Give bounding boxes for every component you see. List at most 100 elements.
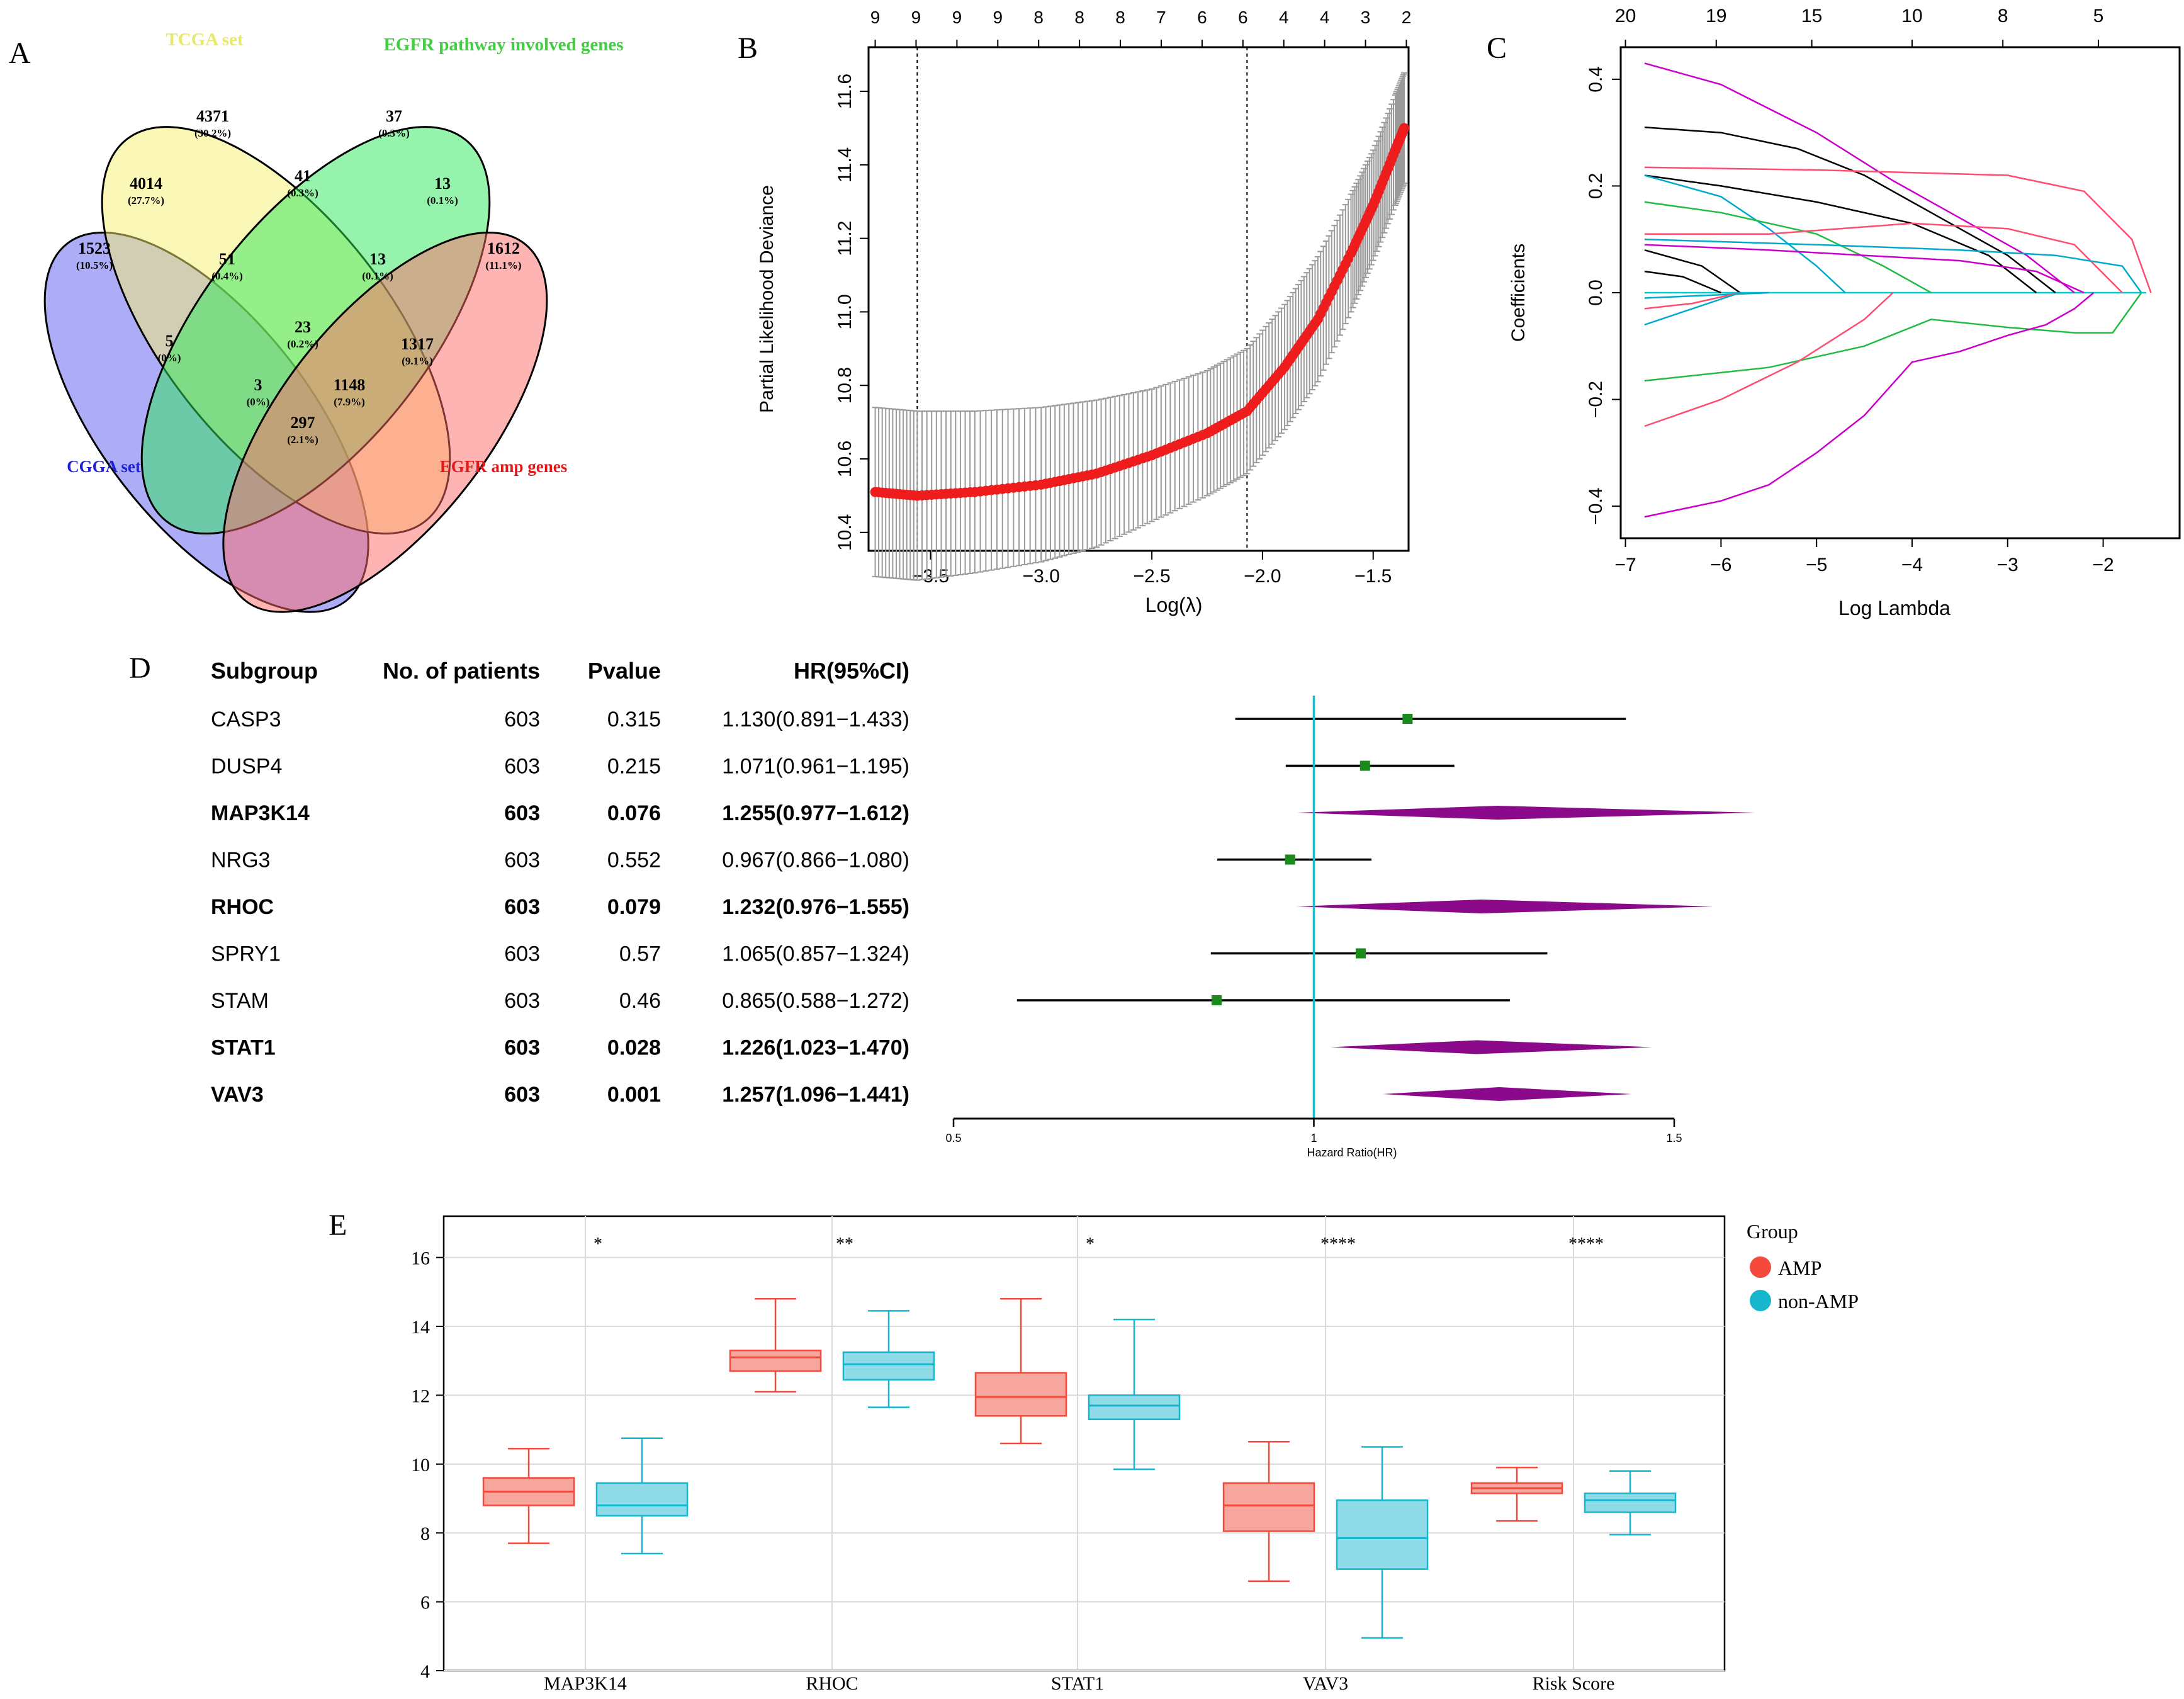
significance-mark: **** (1320, 1234, 1356, 1254)
venn-region: 4371 (30.2%) (194, 107, 231, 139)
forest-row: STAT1 603 0.028 1.226(1.023−1.470) (211, 1036, 909, 1060)
top-count-label: 9 (870, 8, 881, 27)
venn-region: 23 (0.2%) (287, 318, 318, 350)
coefficient-path (1644, 270, 1721, 294)
panel-label-a: A (9, 37, 31, 70)
venn-region-pct: (0.3%) (378, 127, 410, 139)
forest-row: DUSP4 603 0.215 1.071(0.961−1.195) (211, 755, 909, 779)
row-hr: 1.071(0.961−1.195) (722, 755, 909, 779)
venn-region: 13 (0.1%) (427, 174, 458, 206)
box (842, 1351, 935, 1381)
venn-region: 1148 (7.9%) (334, 376, 366, 408)
top-count-label: 9 (952, 8, 962, 27)
coefficient-path (1644, 291, 1769, 299)
legend-title: Group (1747, 1220, 1798, 1243)
venn-label-egfr-amp: EGFR amp genes (440, 457, 568, 476)
significance-mark: **** (1568, 1234, 1604, 1254)
coefficient-path (1644, 291, 1740, 310)
row-hr: 1.232(0.976−1.555) (722, 895, 909, 919)
row-subgroup: SPRY1 (211, 942, 281, 966)
forest-x-tick-label: 0.5 (945, 1132, 961, 1144)
row-patients: 603 (504, 1036, 540, 1060)
col-header-pvalue: Pvalue (588, 658, 661, 684)
venn-label-cgga: CGGA set (67, 457, 141, 476)
row-patients: 603 (504, 755, 540, 779)
box (1336, 1499, 1429, 1570)
forest-row: SPRY1 603 0.57 1.065(0.857−1.324) (211, 942, 909, 966)
x-tick-label: MAP3K14 (544, 1673, 627, 1694)
hr-diamond (1383, 1087, 1632, 1101)
top-count-label: 6 (1197, 8, 1207, 27)
x-tick-label: −2.0 (1244, 566, 1281, 587)
x-tick-label: −1.5 (1354, 566, 1392, 587)
forest-table-rows: CASP3 603 0.315 1.130(0.891−1.433) DUSP4 603 0… (211, 708, 909, 1107)
panel-a: A TCGA set EGFR pathway involved genes C… (9, 30, 624, 613)
y-tick-label: 11.0 (835, 294, 855, 329)
box (729, 1350, 822, 1372)
top-count-label: 15 (1801, 6, 1822, 26)
venn-region-pct: (0.3%) (287, 187, 318, 199)
venn-region-pct: (0.2%) (287, 338, 318, 350)
coefficient-path (1644, 244, 2085, 294)
coefficient-path (1644, 238, 2142, 293)
venn-region-pct: (30.2%) (194, 127, 231, 139)
row-pvalue: 0.076 (607, 801, 661, 825)
significance-mark: * (1086, 1234, 1095, 1254)
deviance-point (1399, 123, 1409, 133)
row-subgroup: VAV3 (211, 1083, 264, 1107)
panel-e: E 4 6 8 10 12 14 16 MAP3K14 * RHOC ** STAT1 * VAV3 ***… (329, 1209, 1859, 1694)
forest-table-header: Subgroup No. of patients Pvalue HR(95%CI… (211, 658, 909, 684)
y-tick-label: 12 (411, 1386, 430, 1406)
y-tick-label: 4 (420, 1661, 430, 1682)
x-tick-label: −3 (1997, 555, 2018, 575)
venn-region: 1523 (10.5%) (76, 239, 113, 271)
venn-region-count: 1317 (401, 335, 434, 353)
row-patients: 603 (504, 1083, 540, 1107)
axis-label-c-y: Coefficients (1508, 244, 1529, 342)
x-tick-label: RHOC (806, 1673, 858, 1694)
row-subgroup: STAM (211, 989, 269, 1013)
panel-b: B −3.5 −3.0 −2.5 −2.0 −1.510.410.610.811.011… (738, 8, 1411, 616)
hr-diamond (1297, 806, 1755, 820)
hr-point (1211, 995, 1222, 1005)
venn-region-labels: 4371 (30.2%) 37 (0.3%) 4014 (27.7%) 41 (0.3%) 13… (76, 107, 522, 446)
coefficient-path (1644, 292, 2142, 382)
row-pvalue: 0.079 (607, 895, 661, 919)
venn-region: 4014 (27.7%) (128, 174, 164, 206)
row-subgroup: NRG3 (211, 849, 270, 872)
y-tick-label: 11.2 (835, 221, 855, 256)
venn-region: 1317 (9.1%) (401, 335, 434, 367)
x-tick-label: −7 (1614, 555, 1636, 575)
row-pvalue: 0.215 (607, 755, 661, 779)
venn-region-pct: (0.4%) (211, 270, 243, 282)
venn-label-egfr-pathway: EGFR pathway involved genes (383, 35, 623, 55)
box (1222, 1482, 1315, 1532)
top-count-label: 7 (1156, 8, 1166, 27)
significance-mark: ** (836, 1234, 853, 1254)
venn-region-count: 41 (295, 167, 311, 185)
x-tick-label: −4 (1901, 555, 1923, 575)
coefficient-path (1644, 222, 2123, 293)
axis-label-c-x: Log Lambda (1838, 597, 1950, 619)
x-tick-label: STAT1 (1051, 1673, 1104, 1694)
row-pvalue: 0.57 (619, 942, 661, 966)
y-tick-label: 10.4 (835, 514, 855, 551)
venn-region-pct: (0.1%) (362, 270, 393, 282)
legend-key-non-amp (1750, 1290, 1771, 1311)
plot-frame-e (442, 1215, 1726, 1672)
row-patients: 603 (504, 989, 540, 1013)
x-tick-label: −2 (2092, 555, 2114, 575)
coefficient-path (1644, 126, 2056, 293)
venn-region-count: 13 (369, 250, 386, 268)
x-tick-label: −3.0 (1023, 566, 1060, 587)
y-tick-label: 14 (411, 1317, 430, 1338)
row-hr: 1.257(1.096−1.441) (722, 1083, 909, 1107)
forest-row: VAV3 603 0.001 1.257(1.096−1.441) (211, 1083, 909, 1107)
venn-region: 41 (0.3%) (287, 167, 318, 199)
forest-axis-label: Hazard Ratio(HR) (1307, 1146, 1397, 1159)
forest-x-tick-label: 1.5 (1666, 1132, 1682, 1144)
forest-plot: 0.5 1 1.5 (945, 696, 1755, 1144)
top-count-label: 8 (1115, 8, 1125, 27)
coefficient-path (1644, 174, 1846, 293)
panel-label-b: B (738, 31, 758, 65)
